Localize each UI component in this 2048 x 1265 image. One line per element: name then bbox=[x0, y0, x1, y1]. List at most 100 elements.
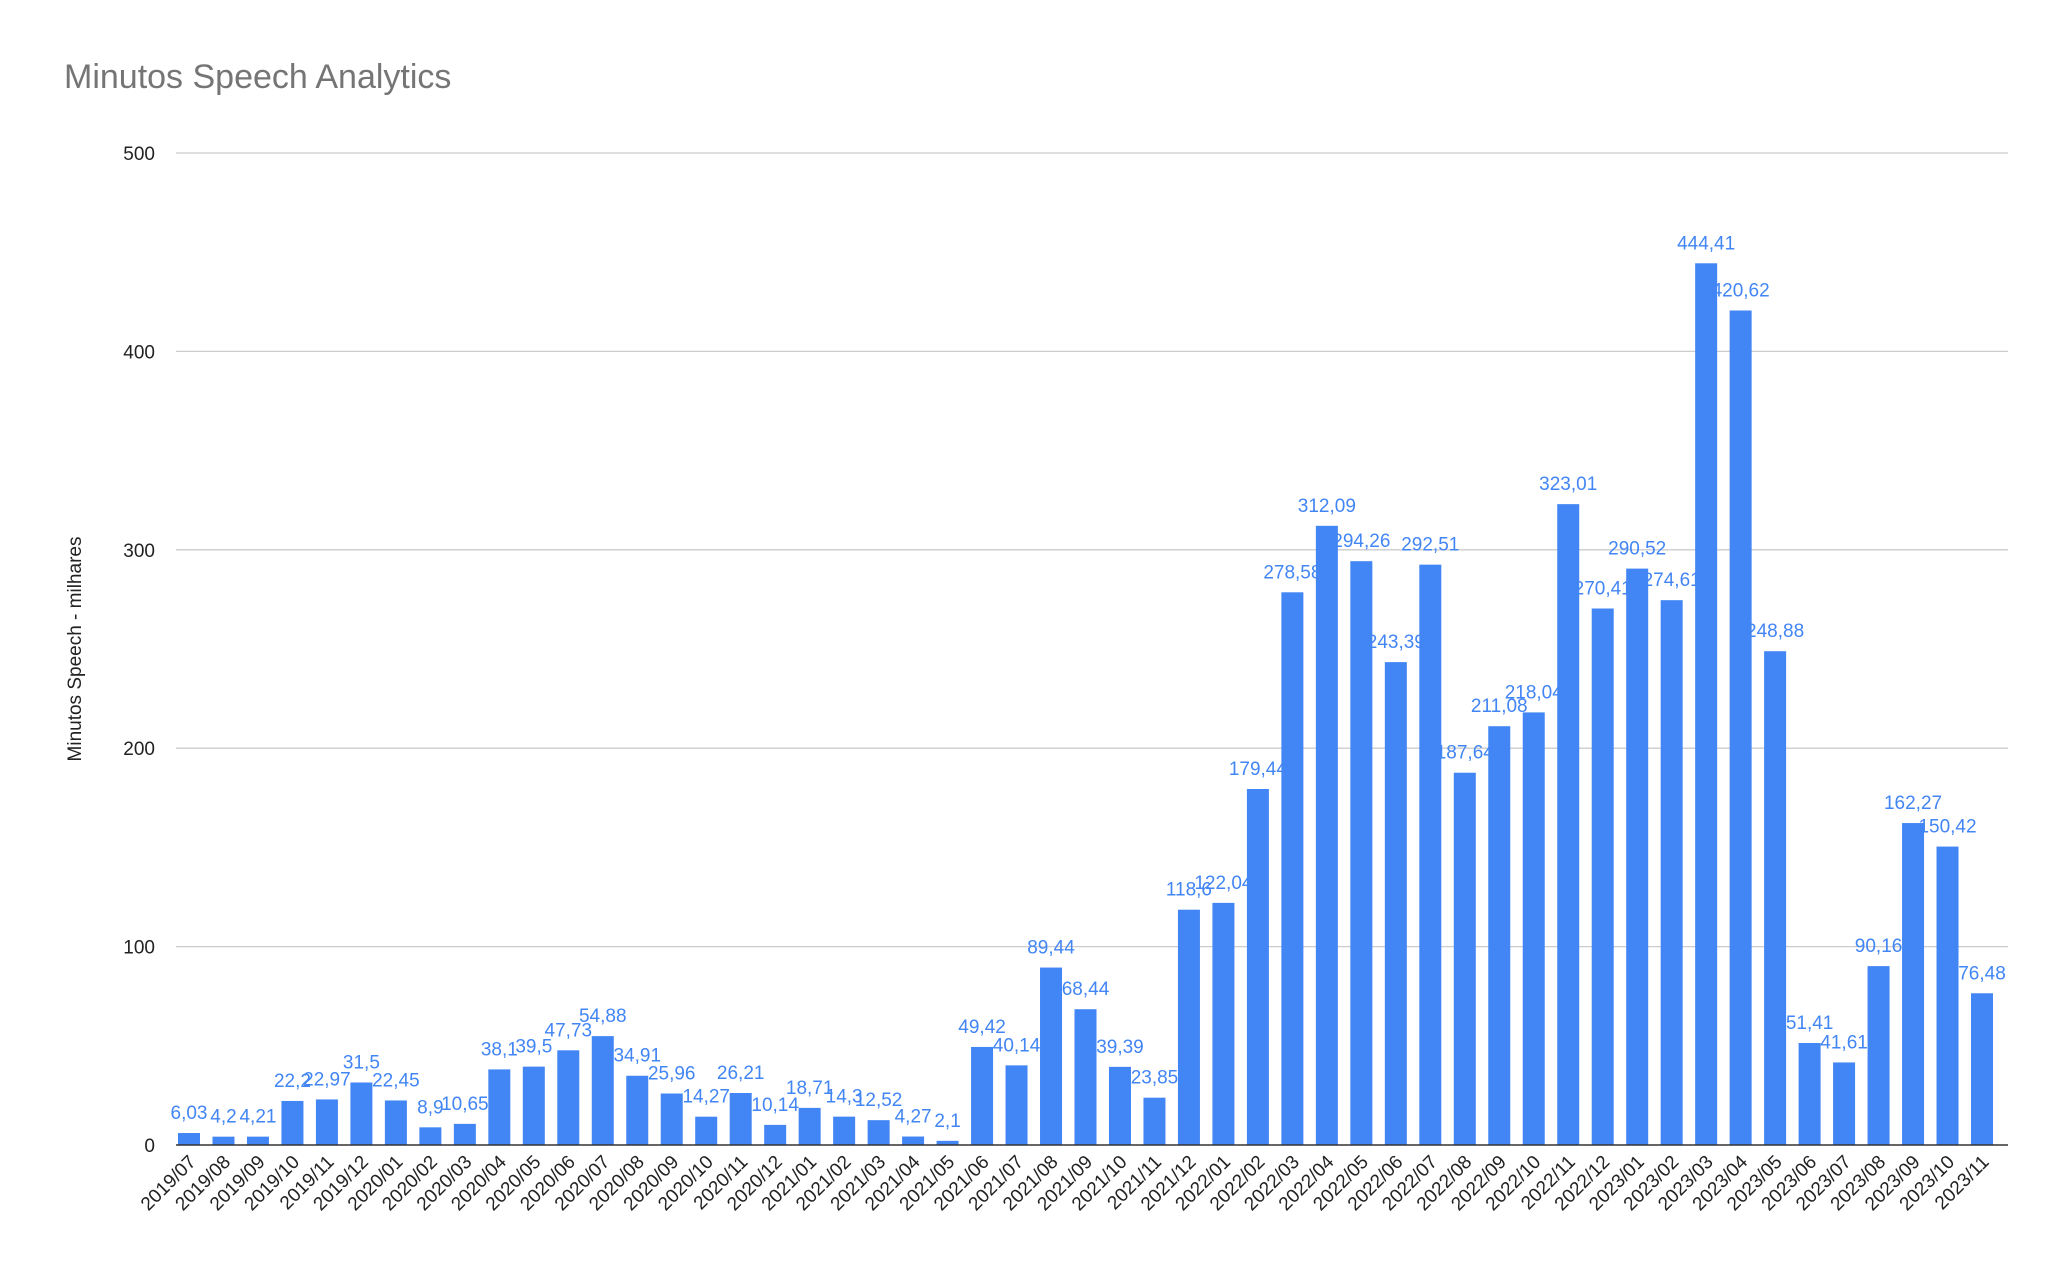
data-label: 41,61 bbox=[1820, 1032, 1868, 1053]
bar bbox=[212, 1136, 235, 1145]
data-label: 90,16 bbox=[1855, 936, 1903, 957]
bar bbox=[1143, 1097, 1166, 1145]
data-label: 162,27 bbox=[1884, 793, 1942, 814]
data-label: 25,96 bbox=[648, 1063, 696, 1084]
bar bbox=[729, 1092, 752, 1145]
data-label: 211,08 bbox=[1471, 696, 1528, 717]
bar bbox=[1833, 1062, 1856, 1145]
y-tick-label: 0 bbox=[144, 1136, 155, 1157]
data-label: 179,44 bbox=[1229, 759, 1288, 780]
bar bbox=[178, 1133, 200, 1145]
bar bbox=[936, 1140, 959, 1145]
data-label: 278,58 bbox=[1263, 562, 1321, 583]
data-label: 89,44 bbox=[1027, 938, 1075, 959]
bar bbox=[1798, 1043, 1821, 1145]
bar bbox=[695, 1116, 718, 1145]
bar bbox=[1764, 651, 1787, 1145]
data-label: 4,27 bbox=[895, 1107, 932, 1128]
data-label: 22,2 bbox=[274, 1071, 311, 1092]
bar bbox=[281, 1100, 304, 1145]
data-label: 243,39 bbox=[1367, 632, 1425, 653]
bar bbox=[1040, 967, 1063, 1145]
bar bbox=[833, 1116, 856, 1145]
data-label: 292,51 bbox=[1401, 535, 1459, 556]
bar bbox=[867, 1120, 890, 1145]
bar bbox=[1005, 1065, 1028, 1145]
data-label: 218,04 bbox=[1505, 682, 1564, 703]
bar bbox=[1522, 712, 1545, 1145]
y-axis-ticks: 0 100 200 300 400 500 bbox=[123, 144, 155, 1157]
bar bbox=[1660, 600, 1683, 1145]
chart-title: Minutos Speech Analytics bbox=[64, 58, 452, 96]
data-label: 6,03 bbox=[171, 1103, 208, 1124]
data-label: 122,04 bbox=[1194, 873, 1253, 894]
bar bbox=[246, 1136, 269, 1145]
bar bbox=[557, 1050, 580, 1145]
bar bbox=[1867, 966, 1890, 1145]
data-label: 39,39 bbox=[1096, 1037, 1144, 1058]
data-label: 150,42 bbox=[1918, 817, 1976, 838]
data-label: 14,3 bbox=[826, 1087, 863, 1108]
data-label: 187,64 bbox=[1436, 743, 1495, 764]
data-label: 14,27 bbox=[682, 1087, 730, 1108]
bar bbox=[1971, 993, 1993, 1145]
data-label: 68,44 bbox=[1062, 979, 1110, 1000]
bar bbox=[1557, 504, 1580, 1145]
y-tick-label: 200 bbox=[123, 739, 155, 760]
bar bbox=[626, 1075, 649, 1145]
bar bbox=[1488, 726, 1511, 1145]
bar bbox=[1177, 909, 1200, 1145]
y-axis-label: Minutos Speech - milhares bbox=[65, 537, 86, 762]
y-tick-label: 400 bbox=[123, 342, 155, 363]
bar bbox=[1453, 772, 1476, 1145]
bar bbox=[971, 1046, 994, 1145]
data-label: 39,5 bbox=[515, 1037, 552, 1058]
data-label: 4,21 bbox=[239, 1107, 276, 1128]
data-label: 31,5 bbox=[343, 1053, 380, 1074]
bar bbox=[764, 1124, 787, 1145]
data-label: 323,01 bbox=[1539, 474, 1597, 495]
data-label: 23,85 bbox=[1131, 1068, 1179, 1089]
data-label: 10,65 bbox=[441, 1094, 489, 1115]
data-label: 274,61 bbox=[1643, 570, 1701, 591]
bar bbox=[1246, 788, 1269, 1145]
bar bbox=[1108, 1066, 1131, 1145]
bar bbox=[798, 1107, 821, 1145]
data-label: 270,41 bbox=[1574, 579, 1632, 600]
bar bbox=[660, 1093, 683, 1145]
bar bbox=[488, 1069, 511, 1145]
data-label: 49,42 bbox=[958, 1017, 1006, 1038]
bar bbox=[1212, 902, 1235, 1145]
bar bbox=[350, 1082, 373, 1145]
data-label: 10,14 bbox=[751, 1095, 799, 1116]
bar bbox=[1281, 592, 1304, 1145]
bar bbox=[453, 1123, 476, 1145]
data-label: 40,14 bbox=[993, 1035, 1041, 1056]
bar bbox=[1315, 525, 1338, 1145]
x-axis-ticks: 2019/072019/082019/092019/102019/112019/… bbox=[137, 1151, 1993, 1215]
data-label: 18,71 bbox=[786, 1078, 834, 1099]
data-label: 22,45 bbox=[372, 1070, 420, 1091]
data-label: 51,41 bbox=[1786, 1013, 1834, 1034]
data-label: 444,41 bbox=[1677, 233, 1735, 254]
data-label: 38,1 bbox=[481, 1039, 518, 1060]
bars bbox=[178, 263, 1993, 1146]
data-label: 420,62 bbox=[1712, 280, 1770, 301]
bar bbox=[419, 1127, 442, 1145]
y-tick-label: 100 bbox=[123, 938, 155, 959]
bar bbox=[522, 1066, 545, 1145]
data-label: 34,91 bbox=[613, 1046, 661, 1067]
data-label: 118,6 bbox=[1166, 880, 1212, 901]
data-label: 22,97 bbox=[303, 1069, 351, 1090]
data-label: 12,52 bbox=[855, 1090, 903, 1111]
bar bbox=[1591, 608, 1614, 1145]
data-label: 47,73 bbox=[545, 1020, 593, 1041]
data-label: 290,52 bbox=[1608, 539, 1666, 560]
bar bbox=[1902, 823, 1925, 1145]
bar bbox=[1695, 263, 1718, 1146]
data-label: 248,88 bbox=[1746, 621, 1804, 642]
data-label: 312,09 bbox=[1298, 496, 1356, 517]
bar bbox=[315, 1099, 338, 1145]
